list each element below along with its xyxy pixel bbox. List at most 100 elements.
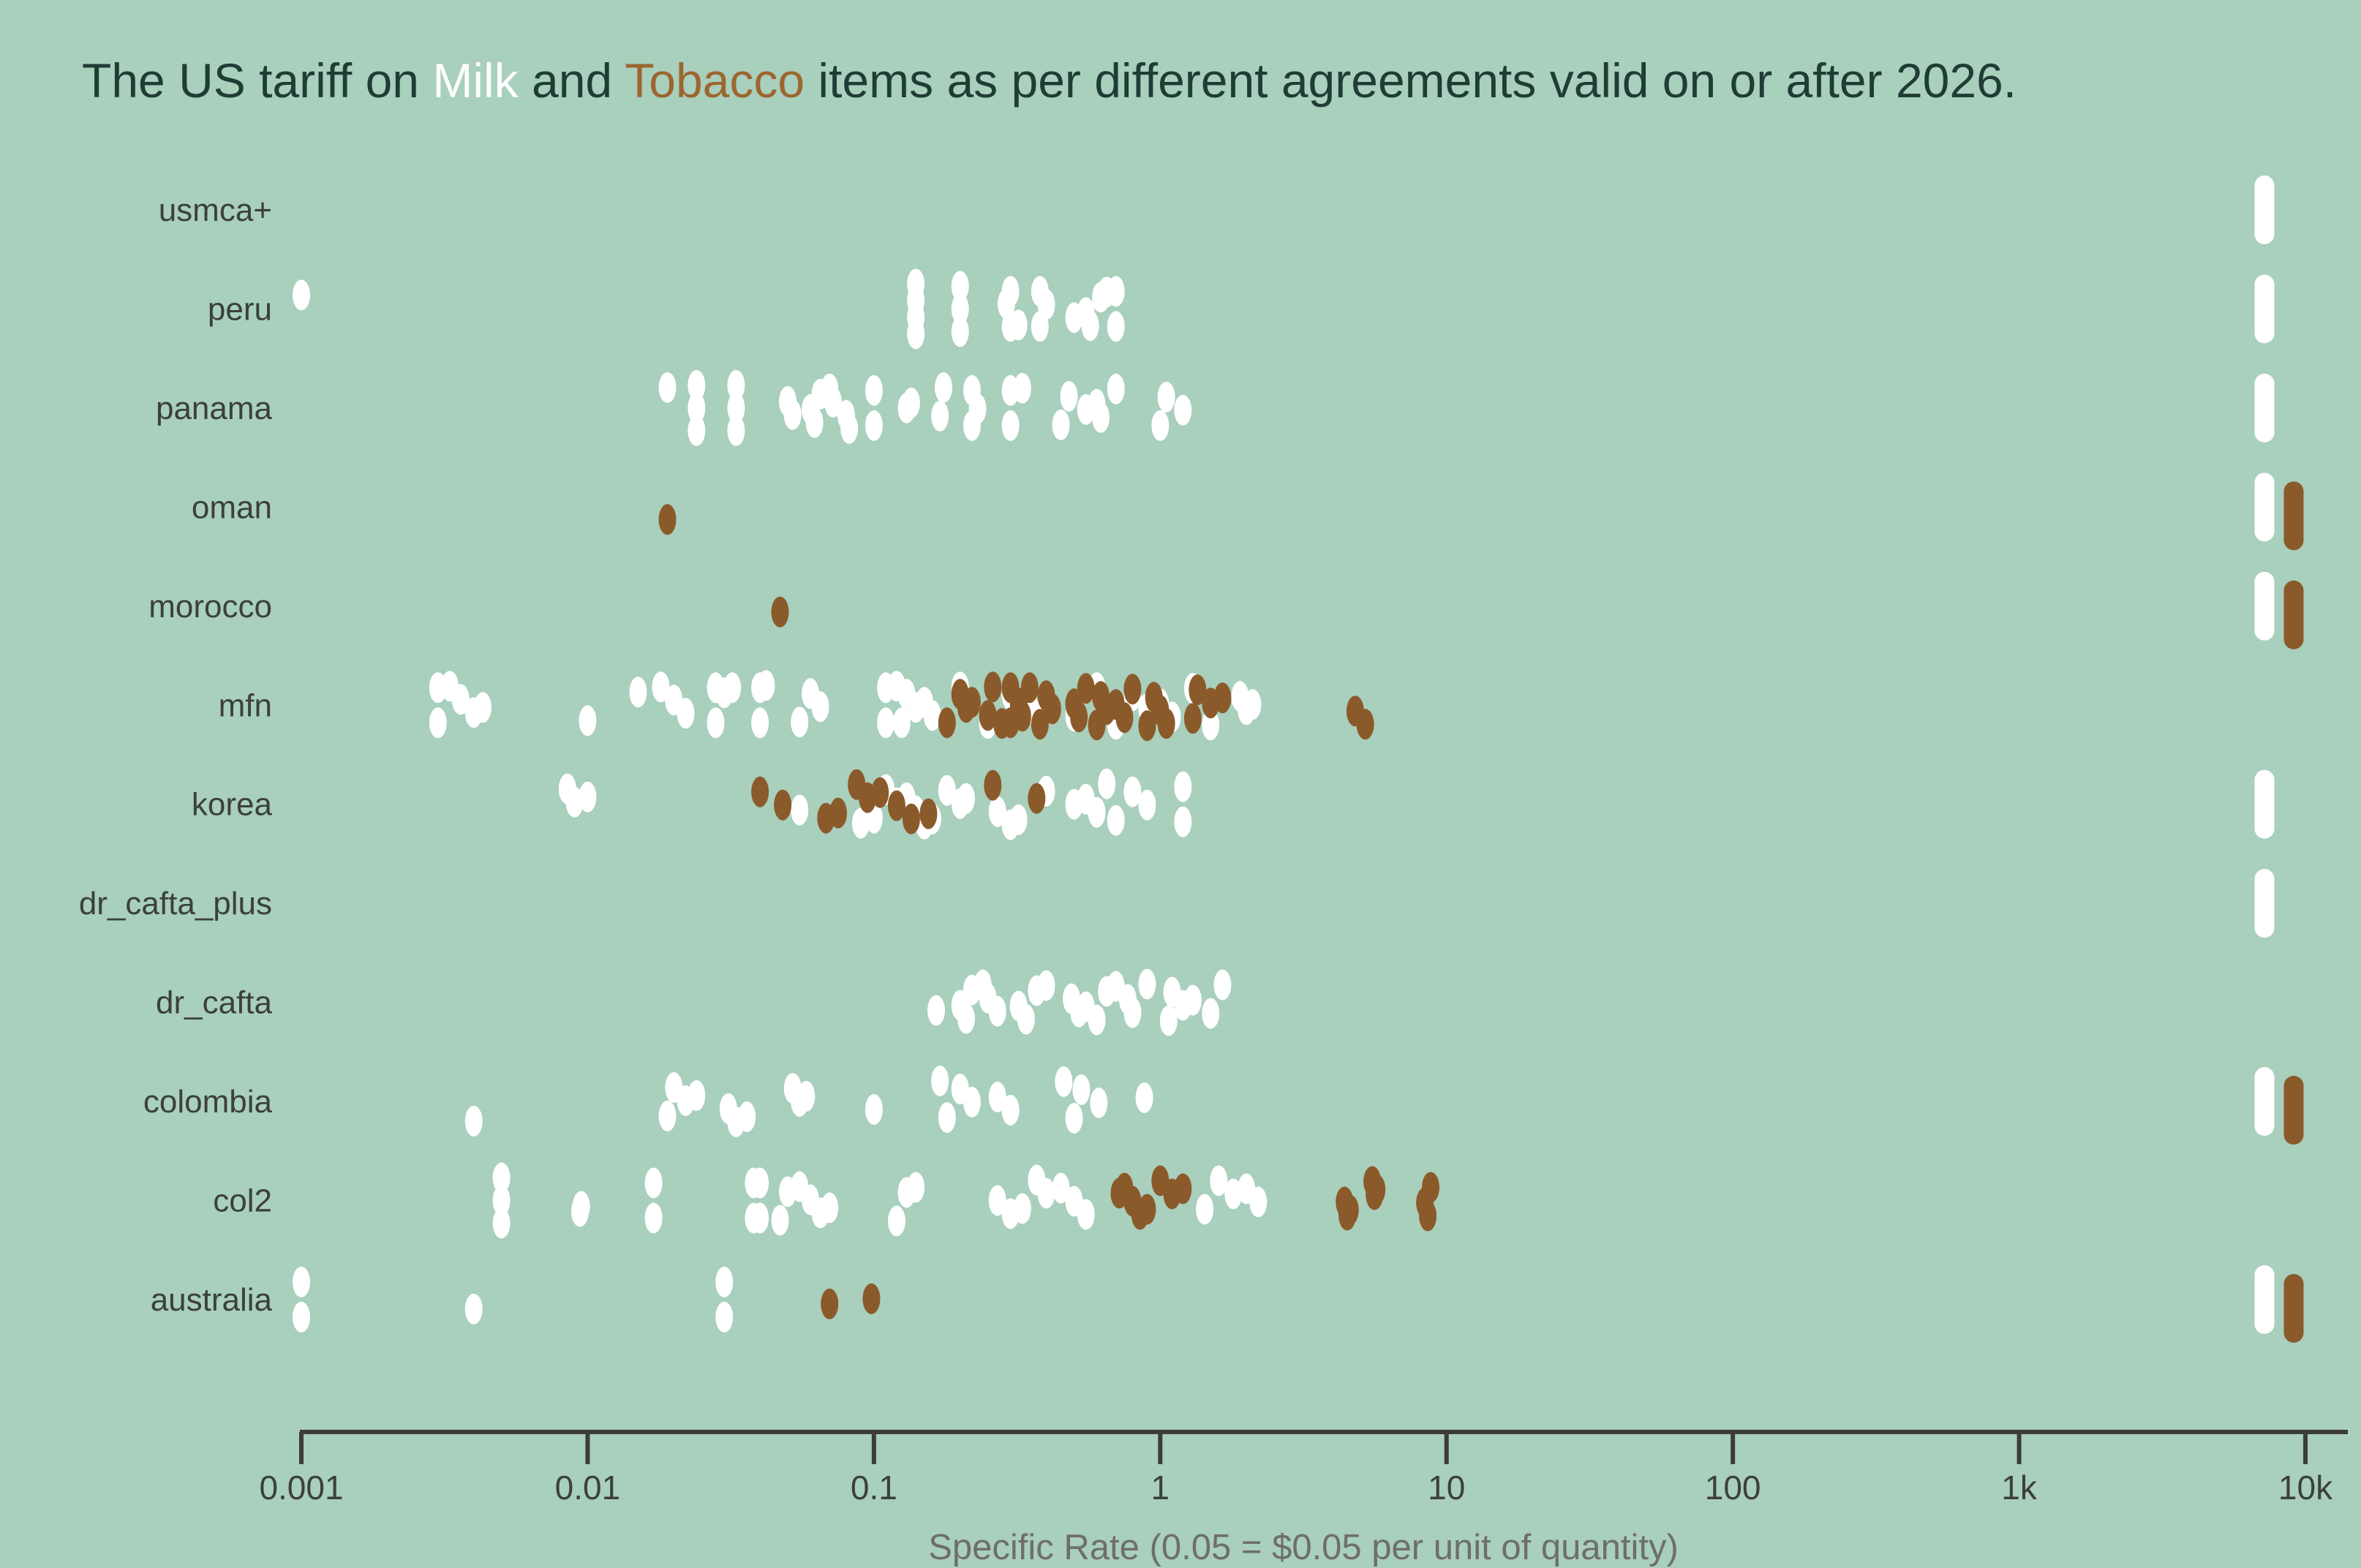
milk-point [907, 1172, 925, 1203]
milk-point [1009, 309, 1028, 341]
tobacco-point [1070, 701, 1088, 733]
milk-point [927, 995, 945, 1026]
milk-point [824, 386, 842, 418]
milk-point [968, 393, 987, 424]
tobacco-cap-pill [2283, 580, 2304, 649]
milk-point [1107, 804, 1125, 836]
milk-point [923, 700, 941, 731]
milk-point [840, 412, 859, 444]
tobacco-point [871, 777, 889, 808]
chart-title-connector: and [518, 53, 625, 108]
milk-point [474, 692, 492, 723]
tobacco-point [1174, 1173, 1192, 1205]
milk-point [727, 392, 745, 423]
milk-point [1065, 1103, 1083, 1134]
milk-point [1055, 1066, 1073, 1097]
milk-point [951, 293, 969, 325]
milk-point [464, 1293, 483, 1324]
milk-point [957, 783, 975, 814]
milk-point [1202, 998, 1220, 1029]
milk-point [791, 794, 809, 826]
y-axis-label: australia [151, 1282, 273, 1318]
milk-point [464, 1106, 483, 1137]
tobacco-point [984, 671, 1002, 703]
milk-point [1183, 984, 1202, 1016]
x-axis-title: Specific Rate (0.05 = $0.05 per unit of … [928, 1528, 1679, 1567]
y-axis-label: usmca+ [159, 192, 272, 228]
milk-point [644, 1167, 663, 1199]
chart-title-tobacco-word: Tobacco [625, 53, 805, 108]
chart-title-prefix: The US tariff on [82, 53, 433, 108]
milk-point [293, 1301, 310, 1333]
milk-point [1052, 409, 1070, 440]
y-axis-label: col2 [213, 1183, 272, 1219]
milk-point [429, 707, 447, 739]
y-axis-label: dr_cafta_plus [79, 886, 272, 921]
chart-title-suffix: items as per different agreements valid … [805, 53, 2017, 108]
milk-point [805, 407, 824, 438]
milk-cap-pill [2254, 1067, 2275, 1137]
milk-cap-pill [2254, 373, 2275, 442]
tobacco-point [771, 596, 789, 627]
milk-point [738, 1101, 756, 1132]
x-axis-tick-label: 10 [1428, 1469, 1465, 1507]
milk-point [658, 1101, 677, 1131]
milk-point [565, 786, 584, 818]
milk-point [1107, 373, 1125, 404]
milk-point [1210, 1165, 1228, 1196]
x-axis-tick-label: 0.1 [851, 1469, 897, 1507]
milk-point [865, 1094, 883, 1125]
tobacco-point [1028, 783, 1046, 814]
milk-point [727, 369, 745, 401]
milk-point [1157, 381, 1175, 412]
milk-point [988, 796, 1006, 827]
milk-point [1224, 1178, 1243, 1210]
tobacco-point [1123, 674, 1142, 705]
milk-point [1013, 372, 1031, 404]
milk-point [963, 1087, 981, 1117]
milk-point [579, 705, 597, 736]
tobacco-point [862, 1283, 881, 1314]
milk-point [783, 399, 802, 430]
tobacco-point [821, 1288, 839, 1319]
tobacco-point [979, 700, 997, 731]
tobacco-point [1341, 1194, 1359, 1226]
tobacco-point [984, 769, 1002, 801]
milk-point [757, 670, 775, 701]
milk-point [751, 1167, 769, 1199]
x-axis-ticks-layer: 0.001 0.01 0.1 1 10 100 1k 10k [259, 1432, 2333, 1507]
tobacco-point [1157, 708, 1175, 739]
milk-point [1138, 968, 1156, 1000]
y-axis-label: panama [156, 391, 273, 426]
milk-point [688, 392, 706, 423]
milk-point [988, 1082, 1006, 1112]
tobacco-point [1356, 709, 1374, 740]
milk-point [644, 1202, 663, 1234]
milk-point [1052, 1172, 1070, 1204]
y-axis-label: oman [192, 489, 272, 525]
tobacco-point [1189, 674, 1207, 706]
milk-point [1138, 789, 1156, 821]
tobacco-cap-pill [2283, 481, 2304, 551]
x-axis-tick-label: 1k [2001, 1469, 2038, 1507]
milk-point [1090, 1088, 1108, 1118]
milk-point [1098, 768, 1116, 799]
tobacco-point [1138, 1194, 1156, 1225]
tobacco-point [658, 504, 677, 535]
tobacco-point [774, 789, 792, 821]
x-axis-tick-label: 0.001 [259, 1469, 343, 1507]
tobacco-point [1031, 709, 1049, 740]
points-layer [293, 176, 2304, 1343]
milk-point [1243, 689, 1262, 720]
milk-point [1001, 1095, 1020, 1126]
milk-point [572, 1191, 590, 1222]
tobacco-point [829, 797, 847, 829]
milk-point [988, 995, 1006, 1027]
milk-point [492, 1185, 511, 1216]
milk-point [723, 672, 742, 704]
milk-point [1017, 1003, 1035, 1035]
y-axis-label: dr_cafta [156, 985, 273, 1021]
milk-point [1077, 1199, 1095, 1230]
milk-point [707, 707, 725, 739]
